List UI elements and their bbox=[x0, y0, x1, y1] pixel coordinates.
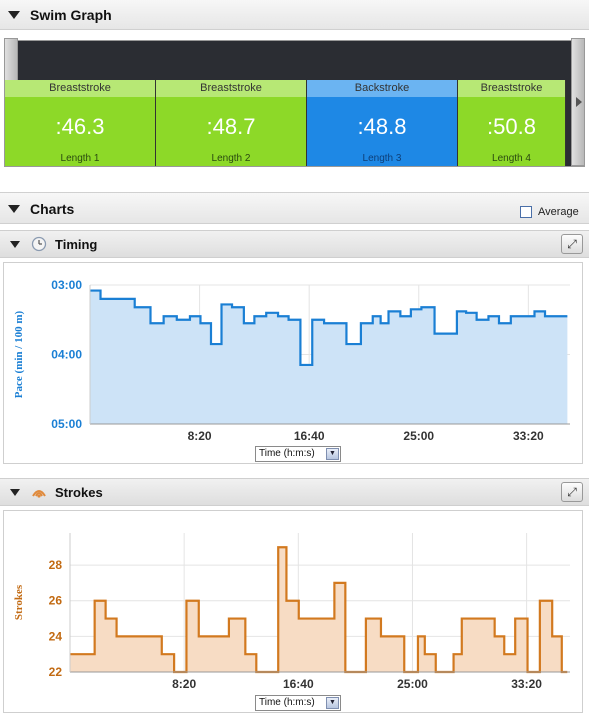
x-tick-label: 16:40 bbox=[283, 677, 314, 691]
strokes-header[interactable]: Strokes ⤢ bbox=[0, 478, 589, 506]
chevron-down-icon: ▼ bbox=[326, 697, 339, 709]
length-time: :46.3 bbox=[55, 114, 105, 139]
stroke-type-label: Breaststroke bbox=[5, 80, 155, 97]
swim-graph-title: Swim Graph bbox=[30, 7, 112, 23]
chevron-down-icon: ▼ bbox=[326, 448, 339, 460]
y-axis-label: Strokes bbox=[13, 584, 25, 620]
arrow-right-icon bbox=[576, 97, 582, 107]
length-time: :50.8 bbox=[487, 114, 536, 139]
y-tick-label: 28 bbox=[49, 558, 63, 572]
stroke-type-label: Backstroke bbox=[307, 80, 457, 97]
x-tick-label: 33:20 bbox=[513, 429, 544, 443]
length-tile[interactable]: Backstroke :48.8 Length 3 bbox=[307, 80, 458, 166]
length-number: Length 4 bbox=[492, 153, 531, 164]
collapse-triangle-icon[interactable] bbox=[8, 11, 20, 19]
strokes-icon bbox=[32, 490, 46, 498]
length-number: Length 1 bbox=[60, 153, 100, 164]
strokes-x-axis-select-value: Time (h:m:s) bbox=[259, 697, 315, 708]
timing-title: Timing bbox=[55, 237, 98, 252]
length-time: :48.7 bbox=[206, 114, 256, 139]
average-checkbox[interactable] bbox=[520, 206, 532, 218]
swim-graph-header[interactable]: Swim Graph bbox=[0, 0, 589, 30]
timing-chart: 03:00 04:00 05:00 8:20 16:40 25:00 33:20 Pace (… bbox=[13, 278, 570, 443]
series-area bbox=[70, 547, 568, 672]
x-tick-label: 25:00 bbox=[397, 677, 428, 691]
x-tick-label: 33:20 bbox=[511, 677, 542, 691]
collapse-triangle-icon[interactable] bbox=[10, 241, 20, 248]
stroke-type-label: Breaststroke bbox=[156, 80, 306, 97]
series-line bbox=[90, 289, 568, 367]
expand-icon[interactable]: ⤢ bbox=[561, 482, 583, 502]
y-tick-label: 05:00 bbox=[51, 417, 82, 431]
length-time: :48.8 bbox=[357, 114, 407, 139]
strokes-chart: 22 24 26 28 8:20 16:40 25:00 33:20 Strokes bbox=[13, 533, 570, 691]
timing-header[interactable]: Timing ⤢ bbox=[0, 230, 589, 258]
strokes-x-axis-select[interactable]: Time (h:m:s) ▼ bbox=[255, 695, 341, 711]
x-tick-label: 25:00 bbox=[403, 429, 434, 443]
y-tick-label: 04:00 bbox=[51, 348, 82, 362]
x-tick-label: 16:40 bbox=[294, 429, 325, 443]
y-tick-label: 24 bbox=[49, 629, 63, 643]
strokes-title: Strokes bbox=[55, 485, 103, 500]
length-tile[interactable]: Breaststroke :50.8 Length 4 bbox=[458, 80, 566, 166]
charts-header[interactable]: Charts Average bbox=[0, 192, 589, 224]
y-tick-label: 26 bbox=[49, 594, 63, 608]
collapse-triangle-icon[interactable] bbox=[10, 489, 20, 496]
collapse-triangle-icon[interactable] bbox=[8, 205, 20, 213]
clock-icon bbox=[31, 236, 47, 252]
average-label: Average bbox=[538, 206, 579, 218]
timing-x-axis-select[interactable]: Time (h:m:s) ▼ bbox=[255, 446, 341, 462]
scroll-right-button[interactable] bbox=[571, 38, 585, 166]
length-tile[interactable]: Breaststroke :48.7 Length 2 bbox=[156, 80, 307, 166]
y-axis-label: Pace (min / 100 m) bbox=[13, 310, 25, 398]
timing-chart-panel: 03:00 04:00 05:00 8:20 16:40 25:00 33:20 Pace (… bbox=[3, 262, 583, 464]
strokes-chart-panel: 22 24 26 28 8:20 16:40 25:00 33:20 Strokes Time … bbox=[3, 510, 583, 713]
y-tick-label: 22 bbox=[49, 665, 63, 679]
timing-x-axis-select-value: Time (h:m:s) bbox=[259, 448, 315, 459]
x-tick-label: 8:20 bbox=[188, 429, 212, 443]
length-tile[interactable]: Breaststroke :46.3 Length 1 bbox=[5, 80, 156, 166]
charts-title: Charts bbox=[30, 201, 75, 217]
length-number: Length 2 bbox=[211, 153, 251, 164]
expand-icon[interactable]: ⤢ bbox=[561, 234, 583, 254]
y-tick-label: 03:00 bbox=[51, 278, 82, 292]
stroke-type-label: Breaststroke bbox=[458, 80, 565, 97]
length-number: Length 3 bbox=[362, 153, 402, 164]
x-tick-label: 8:20 bbox=[172, 677, 196, 691]
series-area bbox=[90, 290, 568, 424]
